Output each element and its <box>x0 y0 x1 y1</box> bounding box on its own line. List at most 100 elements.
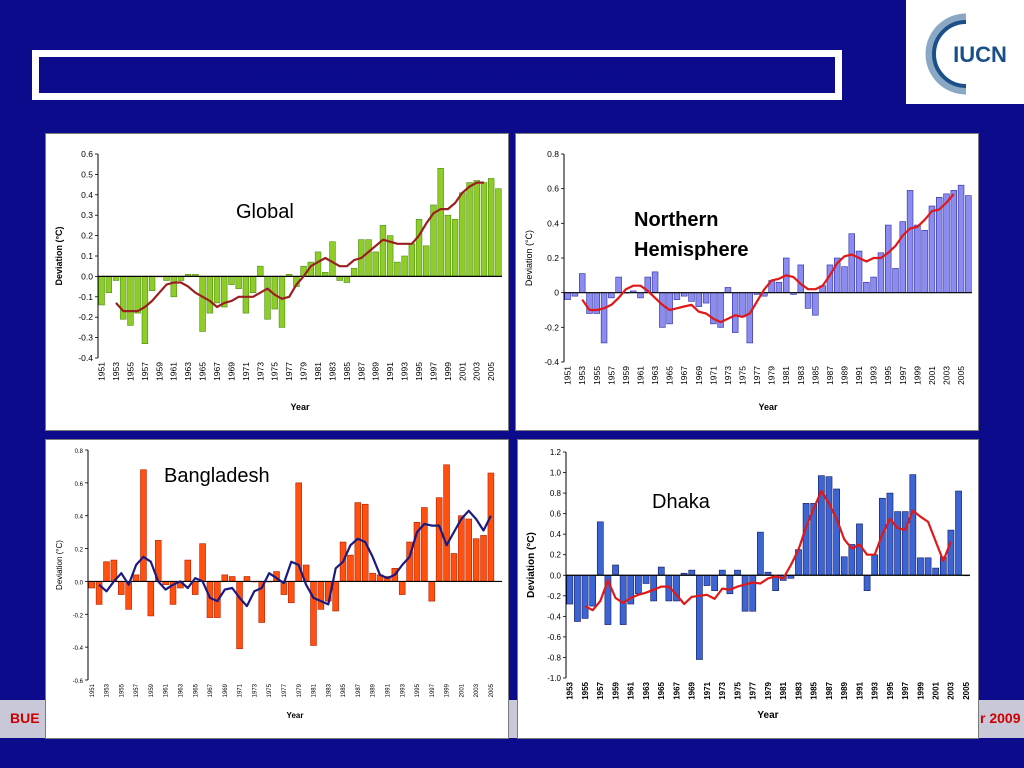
chart-title-line: Hemisphere <box>634 239 749 261</box>
y-tick-label: -0.8 <box>547 653 561 662</box>
chart-bar <box>450 553 458 582</box>
x-tick-label: 2005 <box>486 362 496 381</box>
chart-bar <box>695 292 703 307</box>
x-tick-label: 1963 <box>179 683 185 697</box>
y-tick-label: -0.2 <box>544 322 559 332</box>
chart-bar <box>480 535 487 582</box>
chart-bar <box>495 188 502 277</box>
chart-bar <box>696 574 703 660</box>
x-tick-label: 1967 <box>672 681 681 699</box>
x-tick-label: 1993 <box>871 681 880 699</box>
chart-bar <box>127 276 134 326</box>
chart-bar <box>659 292 666 328</box>
x-tick-label: 1969 <box>688 681 697 699</box>
x-tick-label: 1953 <box>111 362 121 381</box>
y-tick-label: -0.2 <box>547 592 561 601</box>
y-tick-label: 0.6 <box>75 482 84 488</box>
chart-bar <box>894 511 901 576</box>
chart-bar <box>726 574 734 595</box>
x-tick-label: 2001 <box>459 683 465 697</box>
northern-hemisphere-chart: 0.8 0.6 0.4 0.2 0 -0.2 -0.4 1951 1953 1955 1957 195… <box>524 149 972 412</box>
chart-bar <box>863 574 871 591</box>
x-tick-label: 1987 <box>825 681 834 699</box>
chart-bar <box>612 564 619 576</box>
y-tick-label: 0.5 <box>81 169 93 179</box>
chart-bar <box>228 276 235 285</box>
chart-bar <box>863 281 870 293</box>
x-tick-label: 1989 <box>371 683 377 697</box>
smoothed-line <box>115 181 484 313</box>
chart-bar <box>924 557 932 576</box>
x-axis-label: Year <box>290 402 310 412</box>
x-tick-label: 1965 <box>193 683 199 697</box>
y-tick-label: 0.3 <box>81 210 93 220</box>
chart-bar <box>711 574 718 591</box>
chart-title: Northern Hemisphere <box>634 209 749 261</box>
x-tick-label: 1987 <box>356 683 362 697</box>
y-tick-label: 0.2 <box>547 253 559 263</box>
chart-bar <box>437 167 444 277</box>
x-tick-label: 1997 <box>430 683 436 697</box>
northern-hemisphere-chart-panel: 0.8 0.6 0.4 0.2 0 -0.2 -0.4 1951 1953 1955 1957 195… <box>515 133 979 431</box>
x-tick-label: 1985 <box>341 683 347 697</box>
chart-bar <box>365 239 372 277</box>
chart-bar <box>957 184 965 293</box>
x-tick-label: 1967 <box>212 362 222 381</box>
chart-bar <box>140 469 147 582</box>
bangladesh-chart-panel: 0.8 0.6 0.4 0.2 0.0 -0.2 -0.4 -0.6 1951 1953 1955 1… <box>45 439 509 739</box>
x-tick-label: 1971 <box>241 362 251 381</box>
y-tick-label: -0.4 <box>547 612 561 621</box>
chart-bar <box>917 557 924 576</box>
chart-bar <box>635 574 642 595</box>
x-tick-label: 1985 <box>810 366 820 385</box>
iucn-logo-icon: IUCN <box>925 13 1007 95</box>
title-inner: Comparison of Yearly Mean Temperature <box>39 57 835 93</box>
chart-bar <box>147 581 155 617</box>
y-tick-label: 0.4 <box>547 218 559 228</box>
chart-bar <box>734 569 741 576</box>
chart-bar <box>848 233 856 293</box>
chart-bar <box>177 276 185 281</box>
x-tick-label: 1979 <box>764 681 773 699</box>
chart-bar <box>257 265 264 277</box>
smoothed-line <box>98 509 492 608</box>
x-tick-label: 1999 <box>916 681 925 699</box>
y-tick-label: 0.4 <box>81 190 93 200</box>
x-tick-label: 1991 <box>385 362 395 381</box>
y-tick-label: 0.6 <box>81 149 93 159</box>
chart-bar <box>421 507 428 582</box>
y-tick-label: 0.4 <box>75 515 84 521</box>
chart-bar <box>703 574 711 586</box>
x-tick-label: 1955 <box>125 362 135 381</box>
chart-bar <box>901 511 909 576</box>
x-axis-label: Year <box>757 710 778 721</box>
chart-bar <box>134 276 141 314</box>
chart-bar <box>914 224 921 293</box>
chart-bar <box>825 476 833 576</box>
chart-bar <box>856 523 863 576</box>
chart-bar <box>702 292 710 304</box>
y-tick-label: 0.8 <box>75 449 84 455</box>
chart-bar <box>423 245 430 277</box>
chart-bar <box>870 276 877 293</box>
chart-bar <box>184 559 192 582</box>
chart-bar <box>473 180 480 277</box>
x-tick-label: 1969 <box>223 683 229 697</box>
x-tick-label: 1977 <box>282 683 288 697</box>
x-tick-label: 1957 <box>606 366 616 385</box>
x-tick-label: 1959 <box>154 362 164 381</box>
y-tick-label: 1.0 <box>550 469 562 478</box>
y-tick-label: 0.4 <box>550 530 562 539</box>
x-tick-label: 1993 <box>869 366 879 385</box>
chart-bar <box>199 276 206 332</box>
y-tick-label: -1.0 <box>547 674 561 683</box>
chart-bar <box>465 518 472 582</box>
chart-bar <box>103 561 110 582</box>
chart-bar <box>347 554 354 582</box>
chart-bar <box>191 581 199 595</box>
smoothed-line <box>584 489 952 612</box>
x-tick-label: 1957 <box>134 683 140 697</box>
x-tick-label: 1985 <box>810 681 819 699</box>
x-tick-label: 1981 <box>779 681 788 699</box>
y-tick-label: -0.2 <box>78 312 93 322</box>
